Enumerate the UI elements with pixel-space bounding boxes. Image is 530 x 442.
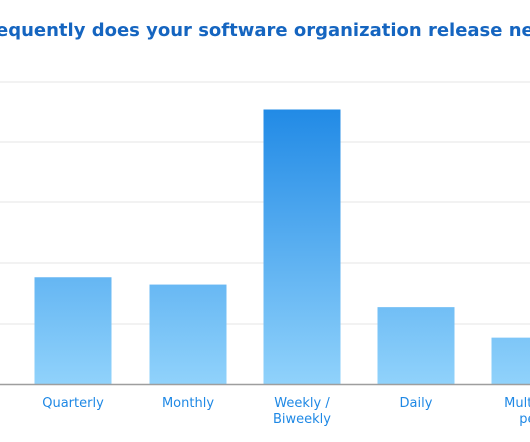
bar (149, 284, 227, 384)
bar (34, 277, 112, 384)
chart-title: equently does your software organization… (0, 20, 530, 41)
x-tick-label-line: Daily (400, 396, 433, 411)
bar (263, 109, 341, 384)
x-tick-label-line: Monthly (162, 396, 214, 411)
x-tick-label-line: per (519, 412, 530, 427)
bar (377, 307, 455, 384)
x-tick-label-line: Quarterly (42, 396, 104, 411)
bar (491, 337, 530, 384)
x-tick-label: Daily (400, 396, 433, 411)
x-tick-label: Multipleper (504, 396, 530, 427)
x-tick-label: Weekly / Biweekly (273, 396, 331, 427)
x-tick-label-line: Biweekly (273, 412, 331, 427)
x-tick-label: Monthly (162, 396, 214, 411)
bars (34, 109, 530, 384)
x-tick-label-line: Weekly / (274, 396, 330, 411)
x-tick-label-line: Multiple (504, 396, 530, 411)
x-tick-labels: Quarterly Monthly Weekly / Biweekly Daily Mul… (42, 396, 530, 427)
x-tick-label: Quarterly (42, 396, 104, 411)
